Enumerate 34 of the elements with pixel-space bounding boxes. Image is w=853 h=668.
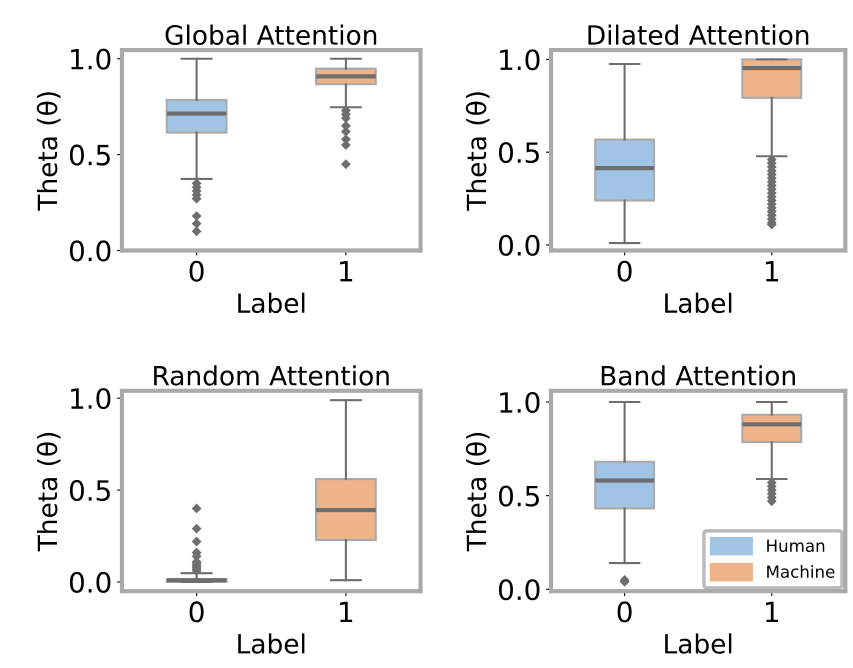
y-axis-title: Theta (θ): [36, 432, 61, 552]
x-tick-label: 1: [340, 602, 352, 622]
y-tick-label: 0.0: [70, 572, 110, 593]
x-axis-title: Label: [665, 633, 732, 654]
x-tick-label: 0: [618, 601, 632, 622]
x-axis-title: Label: [238, 633, 304, 654]
y-axis-title: Theta (θ): [36, 92, 61, 211]
x-axis-title: Label: [665, 292, 732, 314]
y-tick-label: 0.5: [498, 142, 539, 164]
y-axis-title: Theta (θ): [466, 432, 490, 552]
chart-title: Dilated Attention: [588, 24, 808, 45]
y-tick-label: 1.0: [500, 392, 540, 413]
y-tick-label: 1.0: [71, 388, 110, 410]
x-tick-label: 0: [190, 260, 204, 282]
y-axis-title: Theta (θ): [466, 92, 490, 211]
y-tick-label: 0.5: [498, 486, 539, 507]
x-axis-title: Label: [238, 292, 304, 314]
y-tick-label: 0.0: [498, 234, 540, 256]
x-tick-label: 0: [190, 601, 204, 622]
y-tick-label: 1.0: [71, 48, 110, 70]
chart-title: Random Attention: [154, 365, 389, 386]
x-tick-label: 0: [618, 260, 632, 282]
x-tick-label: 1: [766, 261, 778, 282]
y-tick-label: 0.0: [498, 579, 540, 600]
y-tick-label: 0.5: [70, 480, 110, 502]
y-tick-label: 0.5: [70, 144, 110, 166]
x-tick-label: 1: [340, 261, 352, 282]
legend-label: Human: [767, 540, 824, 552]
chart-title: Global Attention: [166, 24, 376, 45]
y-tick-label: 0.0: [70, 240, 110, 262]
x-tick-label: 1: [766, 602, 778, 622]
chart-title: Band Attention: [602, 365, 795, 386]
legend-label: Machine: [767, 565, 834, 578]
y-tick-label: 1.0: [500, 49, 540, 70]
